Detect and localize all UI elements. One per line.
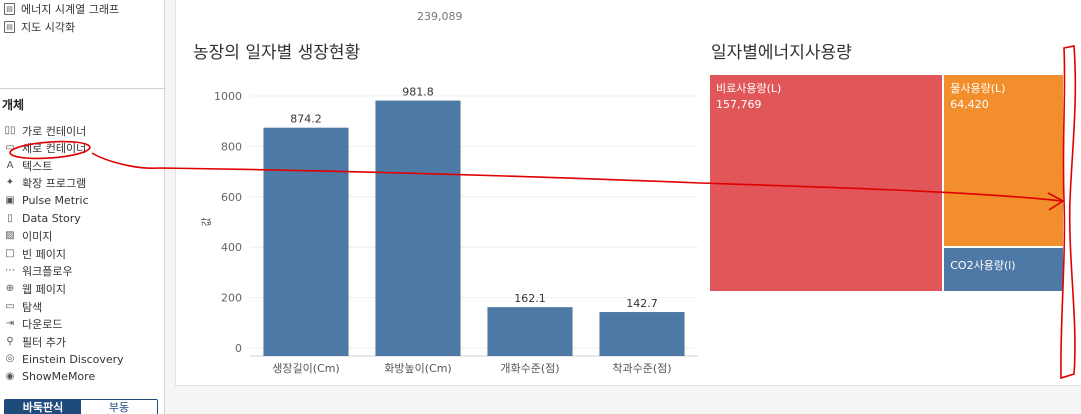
summary-number: 239,089: [417, 10, 463, 23]
y-tick-label: 600: [221, 191, 242, 204]
sheet-item-energy-timeseries[interactable]: ▤ 에너지 시계열 그래프: [4, 0, 119, 18]
y-tick-label: 800: [221, 140, 242, 153]
sheet-icon: ▤: [4, 3, 15, 15]
objects-heading: 개체: [2, 98, 25, 112]
x-tick-label: 생장길이(Cm): [272, 362, 339, 375]
vertical-container-icon: ▭: [5, 142, 15, 154]
object-item[interactable]: ▭ 탐색: [4, 298, 42, 315]
y-tick-label: 200: [221, 292, 242, 305]
filter-icon: ⚲: [6, 335, 14, 347]
object-item-label: ShowMeMore: [22, 370, 96, 384]
globe-icon: ⊕: [5, 282, 15, 294]
object-item-label: 텍스트: [22, 159, 53, 173]
bar-value-label: 142.7: [626, 297, 658, 310]
object-item[interactable]: ⇥ 다운로드: [4, 316, 63, 333]
treemap-cell-label: 비료사용량(L): [716, 82, 782, 95]
x-tick-label: 화방높이(Cm): [384, 362, 451, 375]
treemap-cell-value: 157,769: [716, 98, 762, 111]
object-item[interactable]: ⋯ 워크플로우: [4, 263, 73, 280]
navigation-icon: ▭: [5, 300, 15, 312]
sheet-item-label: 에너지 시계열 그래프: [21, 3, 120, 16]
book-icon: ▯: [7, 212, 13, 224]
object-item-label: 필터 추가: [22, 335, 66, 349]
treemap-cell[interactable]: CO2사용량(l): [943, 246, 1064, 292]
object-item[interactable]: A 텍스트: [4, 157, 53, 174]
treemap-cell-label: 물사용량(L): [950, 82, 1006, 95]
objects-sidebar: ▤ 에너지 시계열 그래프 ▤ 지도 시각화 개체 ▯▯ 가로 컨테이너 ▭ 세로 컨…: [0, 0, 165, 414]
bar[interactable]: [487, 307, 573, 356]
treemap-cell-value: 64,420: [950, 98, 989, 111]
bar-value-label: 162.1: [514, 292, 546, 305]
y-tick-label: 1000: [214, 90, 242, 103]
object-item-label: Einstein Discovery: [22, 352, 124, 366]
floating-mode-button[interactable]: 부동: [81, 400, 157, 414]
sheet-item-map[interactable]: ▤ 지도 시각화: [4, 18, 75, 36]
object-item-label: 워크플로우: [22, 265, 73, 279]
sidebar-divider: [0, 88, 165, 89]
workflow-icon: ⋯: [5, 265, 15, 277]
layout-mode-toggle: 바둑판식 부동: [4, 399, 158, 414]
treemap-cell-label: CO2사용량(l): [950, 258, 1016, 272]
object-item-label: 이미지: [22, 230, 53, 244]
treemap-chart[interactable]: 비료사용량(L) 157,769 물사용량(L) 64,420 CO2사용량(l): [709, 74, 1064, 292]
object-item[interactable]: ▯ Data Story: [4, 210, 81, 227]
blank-icon: □: [5, 247, 15, 259]
bar[interactable]: [599, 312, 685, 356]
treemap-title: 일자별에너지사용량: [711, 43, 852, 63]
treemap-cell[interactable]: 비료사용량(L) 157,769: [709, 74, 944, 292]
object-item[interactable]: ▭ 세로 컨테이너: [4, 140, 86, 157]
object-item[interactable]: ◉ ShowMeMore: [4, 368, 96, 385]
treemap-cell[interactable]: 물사용량(L) 64,420: [943, 74, 1064, 247]
object-item[interactable]: ✦ 확장 프로그램: [4, 175, 86, 192]
bar-value-label: 981.8: [402, 86, 434, 99]
object-item[interactable]: ⚲ 필터 추가: [4, 333, 66, 350]
object-item-label: Data Story: [22, 212, 81, 225]
sheet-icon: ▤: [4, 21, 15, 33]
download-icon: ⇥: [5, 318, 15, 330]
bar-chart[interactable]: 0 200 400 600 800 1000 값 874.2 생장길이(Cm) 981.8 화방높이…: [180, 80, 700, 380]
object-item-label: 탐색: [22, 300, 43, 314]
bar-value-label: 874.2: [290, 113, 322, 126]
einstein-icon: ◎: [5, 353, 15, 365]
showmemore-icon: ◉: [5, 370, 15, 382]
object-item-label: 다운로드: [22, 318, 63, 332]
object-item-label: 빈 페이지: [22, 247, 66, 261]
horizontal-container-icon: ▯▯: [4, 124, 16, 136]
pulse-icon: ▣: [5, 194, 15, 206]
x-tick-label: 개화수준(점): [500, 362, 559, 375]
object-item-label: 세로 컨테이너: [22, 142, 87, 156]
object-item-label: 가로 컨테이너: [22, 124, 87, 138]
text-icon: A: [6, 159, 14, 171]
object-item-label: Pulse Metric: [22, 194, 89, 208]
bar[interactable]: [263, 127, 349, 356]
bar-chart-title: 농장의 일자별 생장현황: [193, 43, 361, 63]
y-tick-label: 400: [221, 241, 242, 254]
y-axis-label: 값: [201, 217, 213, 226]
bar[interactable]: [375, 100, 461, 356]
extension-icon: ✦: [5, 177, 15, 189]
y-tick-label: 0: [235, 342, 242, 355]
object-item[interactable]: □ 빈 페이지: [4, 245, 66, 262]
tiled-mode-button[interactable]: 바둑판식: [5, 400, 81, 414]
object-item-label: 웹 페이지: [22, 282, 66, 296]
object-item[interactable]: ▯▯ 가로 컨테이너: [4, 122, 86, 139]
object-item[interactable]: ⊕ 웹 페이지: [4, 280, 66, 297]
x-tick-label: 착과수준(점): [612, 362, 671, 375]
object-item-label: 확장 프로그램: [22, 177, 87, 191]
image-icon: ▨: [5, 230, 15, 242]
object-item[interactable]: ◎ Einstein Discovery: [4, 351, 124, 368]
object-item[interactable]: ▨ 이미지: [4, 228, 52, 245]
object-item[interactable]: ▣ Pulse Metric: [4, 192, 89, 209]
sheet-item-label: 지도 시각화: [21, 21, 76, 34]
